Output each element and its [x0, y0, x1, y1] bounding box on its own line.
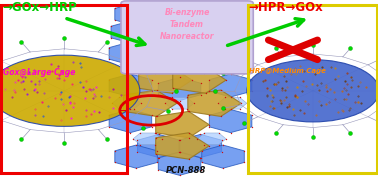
Polygon shape — [156, 133, 209, 159]
Polygon shape — [156, 111, 209, 138]
Polygon shape — [109, 42, 152, 65]
Polygon shape — [188, 90, 241, 116]
Polygon shape — [197, 133, 226, 145]
Text: HRP@Medium Cage: HRP@Medium Cage — [249, 68, 326, 74]
Polygon shape — [111, 20, 153, 44]
Polygon shape — [139, 67, 192, 93]
Polygon shape — [158, 77, 201, 101]
Polygon shape — [202, 145, 244, 168]
Text: →HPR→GOx: →HPR→GOx — [249, 1, 324, 14]
Text: Bi-enzyme
Tandem
Nanoreactor: Bi-enzyme Tandem Nanoreactor — [160, 8, 214, 41]
Circle shape — [0, 55, 140, 126]
Polygon shape — [209, 42, 252, 65]
Polygon shape — [206, 20, 248, 44]
Polygon shape — [209, 109, 252, 133]
Text: PCN-888: PCN-888 — [166, 166, 206, 175]
Text: →GOx→HRP: →GOx→HRP — [2, 1, 77, 14]
Bar — [1, 5, 127, 173]
Polygon shape — [133, 62, 162, 74]
Circle shape — [247, 60, 378, 122]
Polygon shape — [109, 109, 152, 133]
Polygon shape — [112, 97, 141, 109]
Polygon shape — [158, 20, 201, 44]
Polygon shape — [158, 152, 201, 175]
Polygon shape — [179, 134, 222, 158]
Polygon shape — [173, 67, 226, 93]
Polygon shape — [209, 74, 252, 97]
Polygon shape — [158, 45, 201, 69]
Polygon shape — [165, 97, 194, 109]
Polygon shape — [109, 74, 152, 97]
Polygon shape — [133, 133, 162, 145]
Polygon shape — [138, 134, 180, 158]
Polygon shape — [202, 3, 244, 26]
Bar — [248, 5, 377, 173]
Text: Gox@Large Cage: Gox@Large Cage — [3, 68, 75, 77]
Polygon shape — [115, 3, 157, 26]
Polygon shape — [124, 90, 177, 116]
Polygon shape — [218, 97, 247, 109]
Polygon shape — [115, 145, 157, 168]
Polygon shape — [197, 62, 226, 74]
FancyBboxPatch shape — [121, 1, 253, 74]
